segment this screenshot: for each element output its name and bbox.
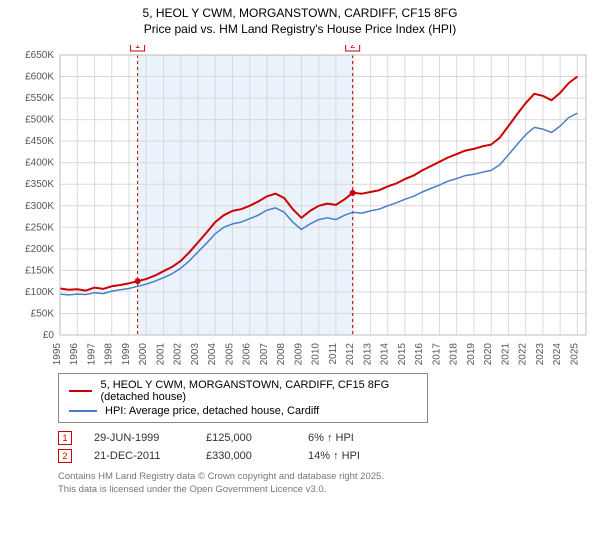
svg-text:2003: 2003 — [190, 343, 201, 365]
svg-text:2017: 2017 — [431, 343, 442, 365]
footer-line-2: This data is licensed under the Open Gov… — [58, 484, 592, 496]
svg-text:£350K: £350K — [25, 179, 54, 190]
svg-text:2008: 2008 — [276, 343, 287, 365]
svg-text:2001: 2001 — [155, 343, 166, 365]
svg-text:2024: 2024 — [552, 343, 563, 365]
svg-text:2010: 2010 — [311, 343, 322, 365]
transaction-pct: 14% ↑ HPI — [308, 450, 398, 462]
svg-text:2020: 2020 — [483, 343, 494, 365]
svg-text:2: 2 — [350, 45, 355, 50]
svg-text:£600K: £600K — [25, 72, 54, 83]
transaction-row: 2 21-DEC-2011 £330,000 14% ↑ HPI — [58, 447, 592, 465]
svg-text:2007: 2007 — [259, 343, 270, 365]
footer-line-1: Contains HM Land Registry data © Crown c… — [58, 471, 592, 483]
transactions-table: 1 29-JUN-1999 £125,000 6% ↑ HPI 2 21-DEC-2011… — [58, 429, 592, 465]
svg-text:£400K: £400K — [25, 158, 54, 169]
svg-text:£200K: £200K — [25, 244, 54, 255]
svg-text:2004: 2004 — [207, 343, 218, 365]
svg-text:£450K: £450K — [25, 136, 54, 147]
svg-text:2006: 2006 — [242, 343, 253, 365]
svg-text:£500K: £500K — [25, 115, 54, 126]
transaction-price: £125,000 — [206, 432, 286, 444]
svg-text:2012: 2012 — [345, 343, 356, 365]
price-chart: £0 £50K £100K £150K £200K £250K £300K £350K £400… — [8, 45, 592, 365]
legend: 5, HEOL Y CWM, MORGANSTOWN, CARDIFF, CF1… — [58, 373, 428, 423]
title-line-1: 5, HEOL Y CWM, MORGANSTOWN, CARDIFF, CF1… — [8, 6, 592, 22]
svg-text:1996: 1996 — [69, 343, 80, 365]
svg-text:£650K: £650K — [25, 50, 54, 61]
svg-text:2021: 2021 — [500, 343, 511, 365]
legend-label: 5, HEOL Y CWM, MORGANSTOWN, CARDIFF, CF1… — [100, 379, 417, 403]
legend-item: HPI: Average price, detached house, Card… — [69, 404, 417, 418]
svg-text:£0: £0 — [43, 330, 55, 341]
legend-item: 5, HEOL Y CWM, MORGANSTOWN, CARDIFF, CF1… — [69, 378, 417, 404]
transaction-date: 29-JUN-1999 — [94, 432, 184, 444]
svg-text:2015: 2015 — [397, 343, 408, 365]
svg-text:£50K: £50K — [31, 309, 55, 320]
svg-text:1999: 1999 — [121, 343, 132, 365]
svg-text:1998: 1998 — [104, 343, 115, 365]
svg-text:2016: 2016 — [414, 343, 425, 365]
svg-text:£250K: £250K — [25, 222, 54, 233]
svg-text:£150K: £150K — [25, 266, 54, 277]
svg-text:2023: 2023 — [535, 343, 546, 365]
svg-text:2011: 2011 — [328, 343, 339, 365]
svg-text:£550K: £550K — [25, 93, 54, 104]
svg-text:2022: 2022 — [518, 343, 529, 365]
transaction-marker: 1 — [58, 431, 72, 445]
svg-text:1995: 1995 — [52, 343, 63, 365]
footer-attribution: Contains HM Land Registry data © Crown c… — [58, 471, 592, 496]
transaction-marker: 2 — [58, 449, 72, 463]
svg-text:2014: 2014 — [380, 343, 391, 365]
title-line-2: Price paid vs. HM Land Registry's House … — [8, 22, 592, 38]
svg-text:1: 1 — [135, 45, 140, 50]
svg-text:£100K: £100K — [25, 287, 54, 298]
svg-text:2002: 2002 — [173, 343, 184, 365]
legend-label: HPI: Average price, detached house, Card… — [105, 405, 319, 417]
svg-text:£300K: £300K — [25, 201, 54, 212]
transaction-date: 21-DEC-2011 — [94, 450, 184, 462]
transaction-pct: 6% ↑ HPI — [308, 432, 398, 444]
svg-text:2005: 2005 — [224, 343, 235, 365]
svg-text:2009: 2009 — [293, 343, 304, 365]
transaction-price: £330,000 — [206, 450, 286, 462]
legend-swatch — [69, 410, 97, 412]
svg-text:2019: 2019 — [466, 343, 477, 365]
transaction-row: 1 29-JUN-1999 £125,000 6% ↑ HPI — [58, 429, 592, 447]
svg-text:1997: 1997 — [86, 343, 97, 365]
svg-text:2000: 2000 — [138, 343, 149, 365]
legend-swatch — [69, 390, 92, 392]
svg-text:2013: 2013 — [362, 343, 373, 365]
svg-text:2025: 2025 — [569, 343, 580, 365]
svg-text:2018: 2018 — [449, 343, 460, 365]
